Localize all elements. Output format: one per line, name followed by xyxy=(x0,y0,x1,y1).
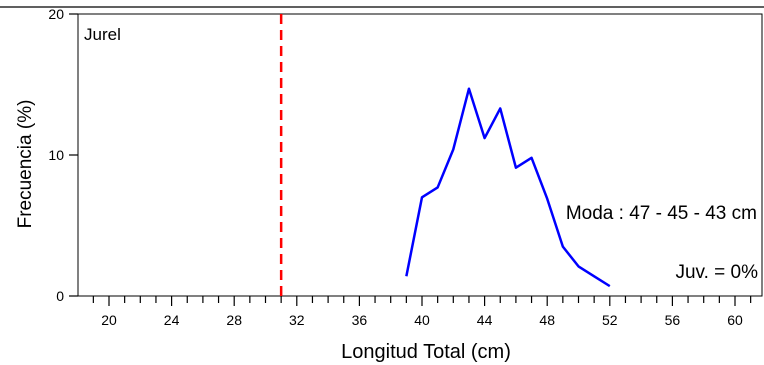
y-tick-label: 20 xyxy=(48,6,64,22)
x-tick-label: 20 xyxy=(101,312,117,328)
panel-label: Jurel xyxy=(84,25,121,44)
y-tick-label: 0 xyxy=(56,288,64,304)
x-tick-label: 52 xyxy=(602,312,618,328)
x-tick-label: 40 xyxy=(414,312,430,328)
x-axis-label: Longitud Total (cm) xyxy=(341,341,511,363)
annotation-moda: Moda : 47 - 45 - 43 cm xyxy=(566,203,757,224)
x-tick-label: 32 xyxy=(289,312,305,328)
x-tick-label: 44 xyxy=(477,312,493,328)
x-tick-label: 60 xyxy=(727,312,743,328)
y-axis-ticks: 0 10 20 xyxy=(48,6,78,304)
y-axis-label: Frecuencia (%) xyxy=(15,100,36,229)
plot-frame xyxy=(77,13,763,297)
annotation-juv: Juv. = 0% xyxy=(675,262,758,283)
x-axis-ticks: 20 24 28 32 36 40 44 48 52 56 60 xyxy=(92,296,752,328)
x-tick-label: 28 xyxy=(226,312,242,328)
y-tick-label: 10 xyxy=(48,147,64,163)
series-line xyxy=(405,87,611,288)
x-tick-label: 24 xyxy=(164,312,180,328)
x-tick-label: 36 xyxy=(352,312,368,328)
x-tick-label: 56 xyxy=(665,312,681,328)
x-tick-label: 48 xyxy=(539,312,555,328)
